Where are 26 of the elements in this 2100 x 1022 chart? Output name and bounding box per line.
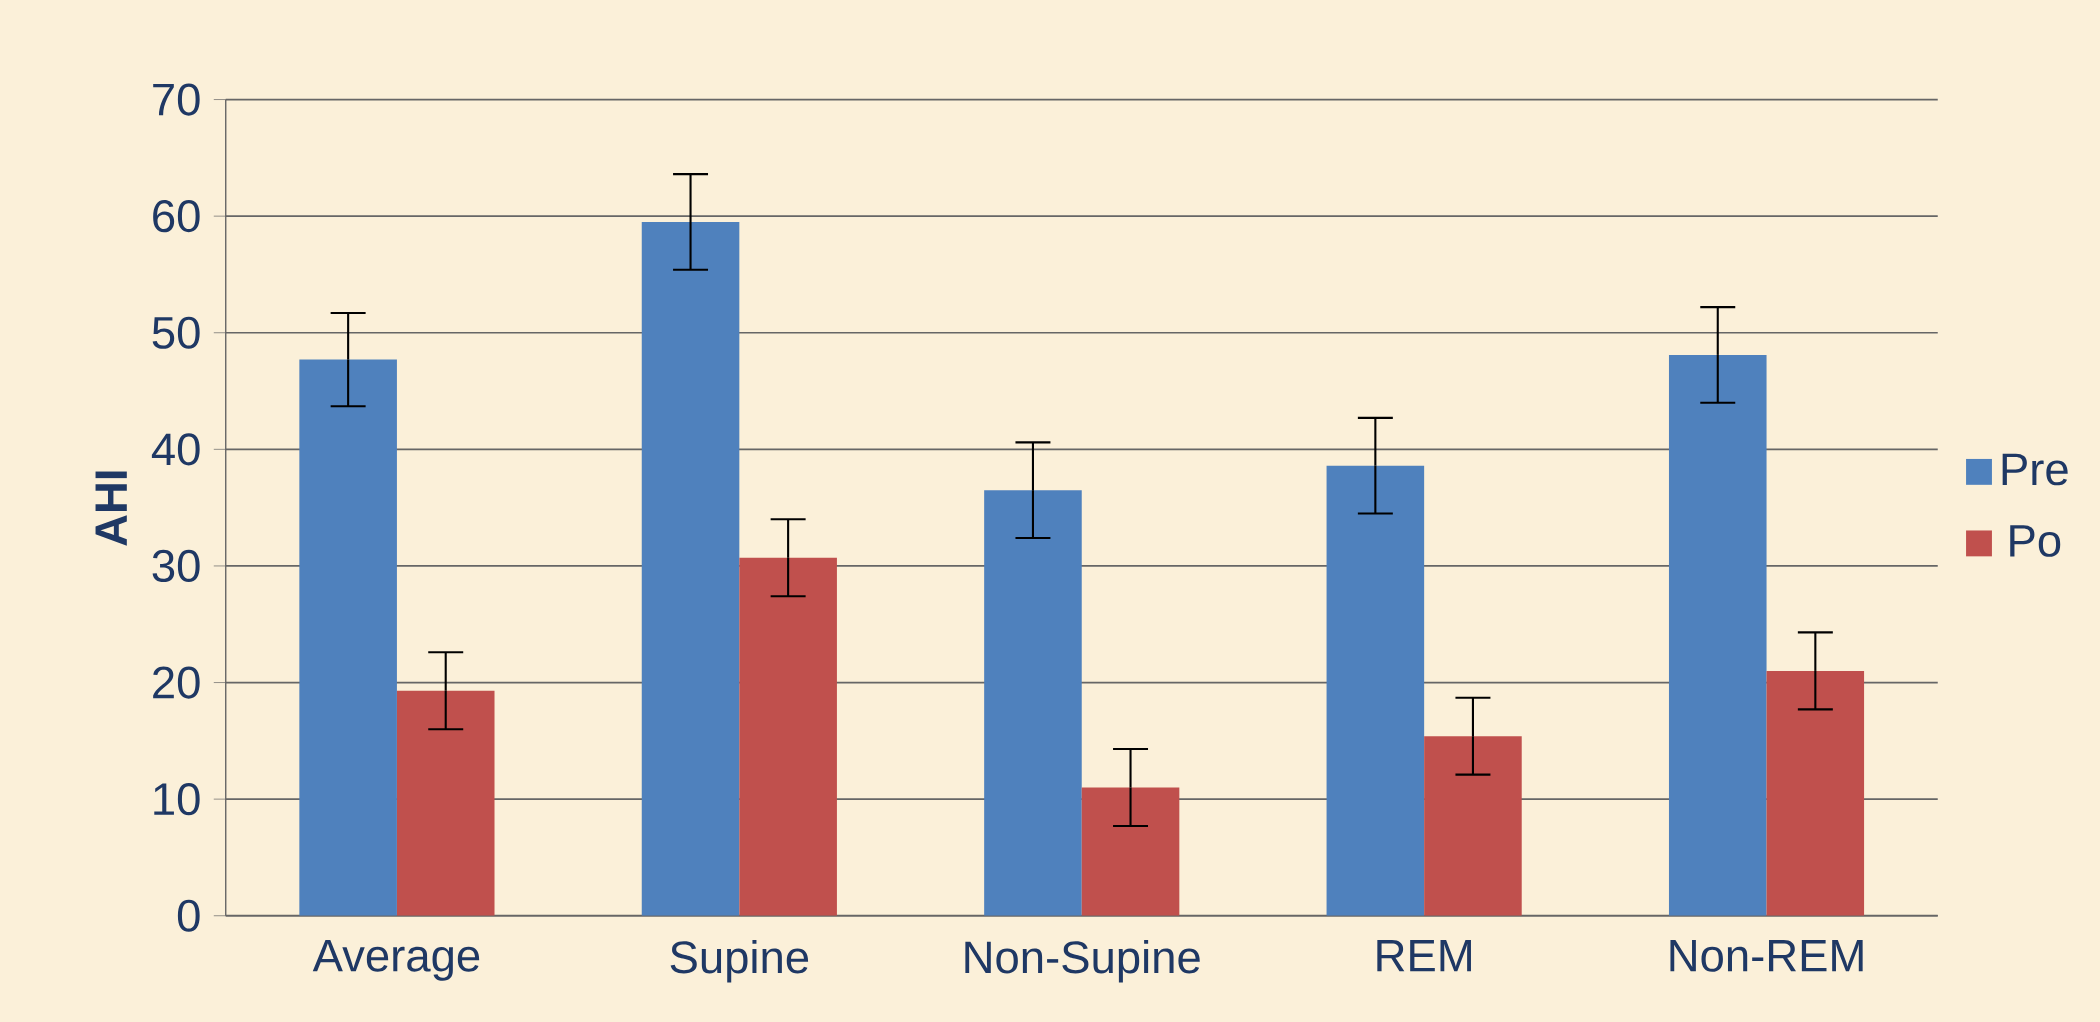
y-tick-label: 50 [152, 316, 200, 349]
y-tick-label: 10 [154, 782, 200, 816]
bar [1766, 670, 1865, 916]
x-tick-label: Supine [670, 939, 809, 983]
bar [1424, 736, 1522, 916]
bar [984, 490, 1082, 916]
x-tick-label: REM [1377, 939, 1471, 972]
y-tick-label: 30 [152, 549, 200, 582]
bar [299, 359, 397, 916]
legend-label: Pre [2002, 453, 2068, 486]
y-tick-label: 60 [153, 199, 200, 233]
bar [396, 690, 495, 916]
y-axis-title: AHI [95, 471, 127, 546]
y-tick-label: 40 [151, 433, 200, 466]
bar [1081, 787, 1180, 916]
y-tick-label: 20 [153, 666, 200, 699]
bar [1326, 465, 1425, 916]
x-tick-label: Non-REM [1670, 939, 1863, 972]
x-tick-label: Non-Supine [965, 939, 1200, 983]
bar [641, 221, 740, 916]
bar [1668, 354, 1767, 916]
x-tick-label: Average [312, 939, 480, 981]
y-tick-label: 0 [177, 899, 200, 932]
y-tick-label: 70 [153, 83, 200, 116]
bar [739, 557, 837, 916]
legend-label: Po [2010, 525, 2061, 557]
